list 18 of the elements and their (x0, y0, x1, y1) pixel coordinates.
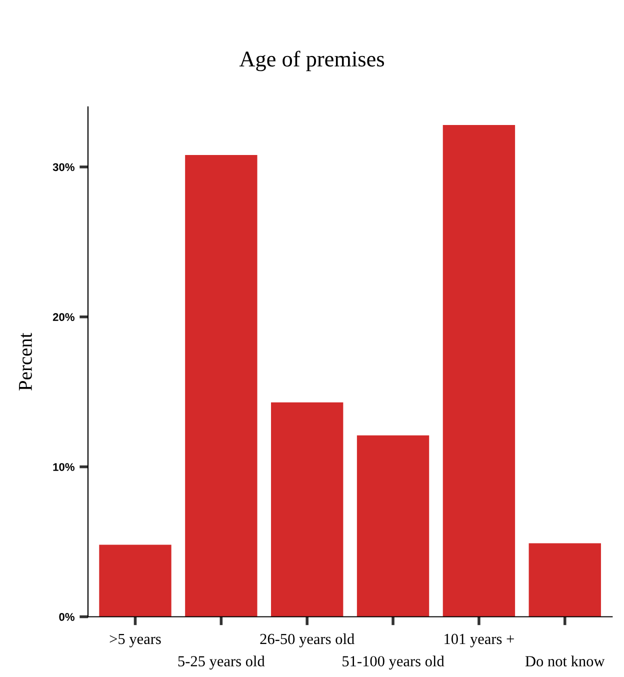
y-axis-title: Percent (19, 332, 32, 390)
bar (356, 435, 430, 617)
y-tick-label: 20% (52, 313, 74, 322)
bar (99, 544, 172, 617)
x-tick-label: 51-100 years old (342, 656, 444, 670)
x-tick-label: >5 years (110, 634, 161, 648)
x-tick-label: 101 years + (444, 634, 514, 648)
x-tick-label: 26-50 years old (260, 633, 354, 648)
x-tick-label: 5-25 years old (178, 656, 265, 670)
y-tick-label: 10% (53, 463, 74, 471)
chart-title: Age of premises (239, 50, 384, 72)
bar (185, 154, 258, 617)
bar (442, 124, 516, 617)
bar (271, 402, 344, 617)
x-tick-label: Do not know (525, 656, 605, 666)
y-tick-label: 30% (52, 163, 74, 172)
bar (528, 543, 601, 617)
y-tick-label: 0% (59, 613, 74, 621)
